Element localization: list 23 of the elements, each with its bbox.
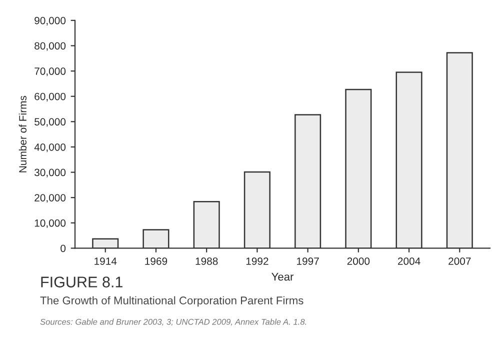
y-tick-label: 70,000: [34, 68, 66, 76]
text: The Growth of Multinational Corporation Parent Firms: [40, 296, 304, 307]
x-tick-label: 1997: [297, 258, 319, 265]
y-tick-label: 30,000: [34, 168, 66, 178]
y-tick-label: 50,000: [34, 118, 66, 127]
y-tick-label: 40,000: [34, 143, 66, 152]
y-tick-label: 80,000: [34, 42, 66, 51]
x-tick-label: 1914: [94, 258, 117, 265]
x-tick-label: 1988: [196, 258, 218, 265]
y-axis-title: Number of Firms: [18, 96, 26, 172]
y-tick-label: 10,000: [34, 219, 66, 228]
y-tick-label: 0: [60, 244, 66, 252]
x-tick-label: 1969: [145, 258, 168, 265]
x-tick-label: 2007: [448, 258, 471, 265]
y-tick-label: 90,000: [34, 16, 66, 26]
x-axis-title: Year: [272, 272, 294, 281]
y-tick-label: 60,000: [34, 92, 66, 102]
x-tick-label: 2004: [398, 258, 420, 265]
x-tick-label: 2000: [347, 258, 370, 265]
text: FIGURE 8.1: [41, 276, 122, 288]
y-tick-label: 20,000: [34, 194, 66, 203]
source-note: Sources: Gable and Bruner 2003, 3; UNCTAD 2009, Annex Table A. 1.8.: [40, 318, 306, 326]
x-tick-label: 1992: [246, 258, 268, 265]
